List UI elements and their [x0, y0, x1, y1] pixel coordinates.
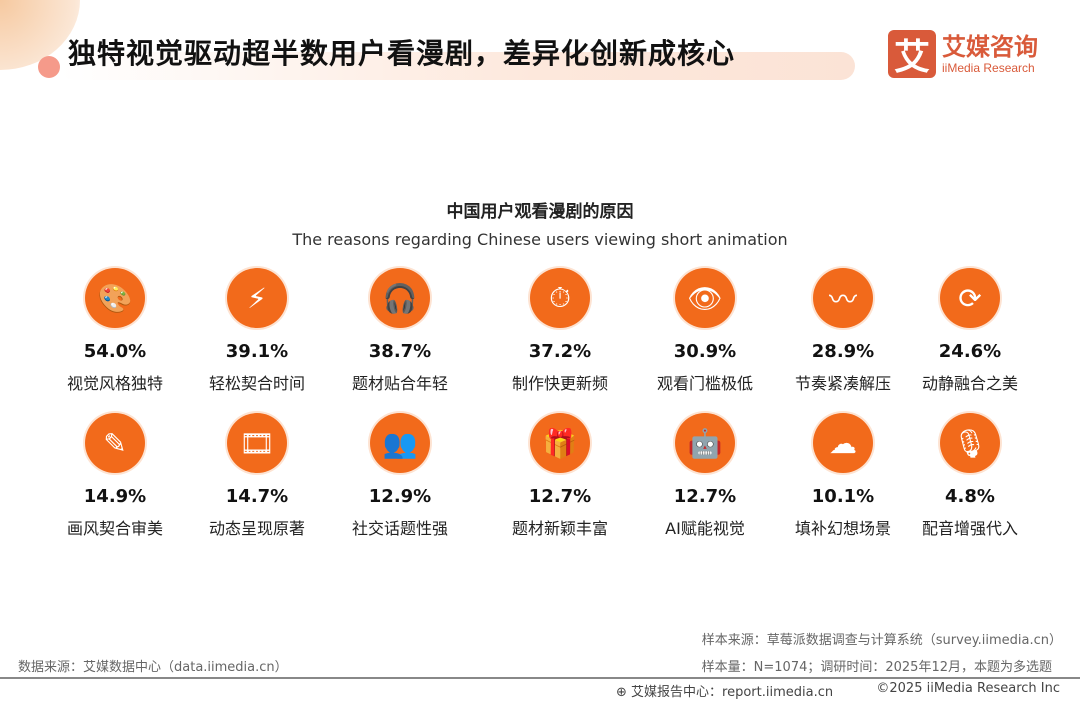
clock-refresh-icon: ⏱: [530, 268, 590, 328]
gift-icon: 🎁: [530, 413, 590, 473]
page-title: 独特视觉驱动超半数用户看漫剧，差异化创新成核心: [68, 37, 736, 70]
category-label: 填补幻想场景: [794, 519, 891, 538]
data-source: 数据来源：艾媒数据中心（data.iimedia.cn）: [18, 660, 288, 675]
category-label: 动态呈现原著: [208, 519, 305, 538]
category-label: 动静融合之美: [921, 374, 1018, 393]
reason-item: ⚡ 39.1% 轻松契合时间: [187, 268, 327, 394]
brush-icon: ✎: [85, 413, 145, 473]
data-label: 12.7%: [673, 486, 737, 507]
data-label: 24.6%: [938, 341, 1002, 362]
pulse-icon: 〰: [813, 268, 873, 328]
data-label: 30.9%: [673, 341, 737, 362]
group-chat-icon: 👥: [370, 413, 430, 473]
decor-dot: [38, 56, 60, 78]
title-band: [60, 52, 855, 80]
data-label: 12.9%: [368, 486, 432, 507]
data-label: 39.1%: [225, 341, 289, 362]
reason-item: 🤖 12.7% AI赋能视觉: [635, 413, 775, 539]
data-label: 14.7%: [225, 486, 289, 507]
category-label: 题材新颖丰富: [511, 519, 608, 538]
logo-mark: 艾: [888, 30, 936, 78]
eye-icon: 👁: [675, 268, 735, 328]
data-label: 12.7%: [528, 486, 592, 507]
report-center: ⊕ 艾媒报告中心：report.iimedia.cn: [616, 681, 833, 700]
data-label: 28.9%: [811, 341, 875, 362]
cloud-icon: ☁: [813, 413, 873, 473]
category-label: AI赋能视觉: [665, 519, 745, 538]
report-center-text: 艾媒报告中心：report.iimedia.cn: [631, 685, 834, 700]
category-label: 视觉风格独特: [66, 374, 163, 393]
palette-icon: 🎨: [85, 268, 145, 328]
category-label: 配音增强代入: [921, 519, 1018, 538]
category-label: 社交话题性强: [351, 519, 448, 538]
logo-cn: 艾媒咨询: [942, 33, 1038, 61]
reason-item: 🎙 4.8% 配音增强代入: [900, 413, 1040, 539]
reason-item: 🎧 38.7% 题材贴合年轻: [330, 268, 470, 394]
sample-source: 样本来源：草莓派数据调查与计算系统（survey.iimedia.cn）: [701, 633, 1062, 648]
copyright: ©2025 iiMedia Research Inc: [876, 681, 1060, 696]
robot-icon: 🤖: [675, 413, 735, 473]
data-label: 37.2%: [528, 341, 592, 362]
sample-size: 样本量：N=1074；调研时间：2025年12月，本题为多选题: [701, 660, 1052, 675]
divider: [0, 677, 1080, 679]
category-label: 画风契合审美: [66, 519, 163, 538]
rotate-icon: ⟳: [940, 268, 1000, 328]
reason-item: 👥 12.9% 社交话题性强: [330, 413, 470, 539]
reason-item: 🎨 54.0% 视觉风格独特: [45, 268, 185, 394]
category-label: 制作快更新频: [511, 374, 608, 393]
reason-item: ✎ 14.9% 画风契合审美: [45, 413, 185, 539]
data-label: 54.0%: [83, 341, 147, 362]
globe-icon: ⊕: [616, 685, 627, 700]
data-label: 38.7%: [368, 341, 432, 362]
reason-item: 〰 28.9% 节奏紧凑解压: [773, 268, 913, 394]
reason-item: ⟳ 24.6% 动静融合之美: [900, 268, 1040, 394]
category-label: 观看门槛极低: [656, 374, 753, 393]
data-label: 14.9%: [83, 486, 147, 507]
logo-en: iiMedia Research: [942, 61, 1035, 75]
category-label: 节奏紧凑解压: [794, 374, 891, 393]
category-label: 题材贴合年轻: [351, 374, 448, 393]
logo: 艾 艾媒咨询 iiMedia Research: [888, 30, 1063, 78]
data-label: 4.8%: [945, 486, 995, 507]
reason-item: 👁 30.9% 观看门槛极低: [635, 268, 775, 394]
reason-item: 🎁 12.7% 题材新颖丰富: [490, 413, 630, 539]
data-label: 10.1%: [811, 486, 875, 507]
film-book-icon: 🎞: [227, 413, 287, 473]
reason-item: ☁ 10.1% 填补幻想场景: [773, 413, 913, 539]
microphone-icon: 🎙: [940, 413, 1000, 473]
chart-title: 中国用户观看漫剧的原因: [446, 202, 634, 222]
reason-item: 🎞 14.7% 动态呈现原著: [187, 413, 327, 539]
lightning-clock-icon: ⚡: [227, 268, 287, 328]
headset-icon: 🎧: [370, 268, 430, 328]
reason-item: ⏱ 37.2% 制作快更新频: [490, 268, 630, 394]
category-label: 轻松契合时间: [208, 374, 305, 393]
chart-subtitle: The reasons regarding Chinese users view…: [292, 230, 788, 249]
